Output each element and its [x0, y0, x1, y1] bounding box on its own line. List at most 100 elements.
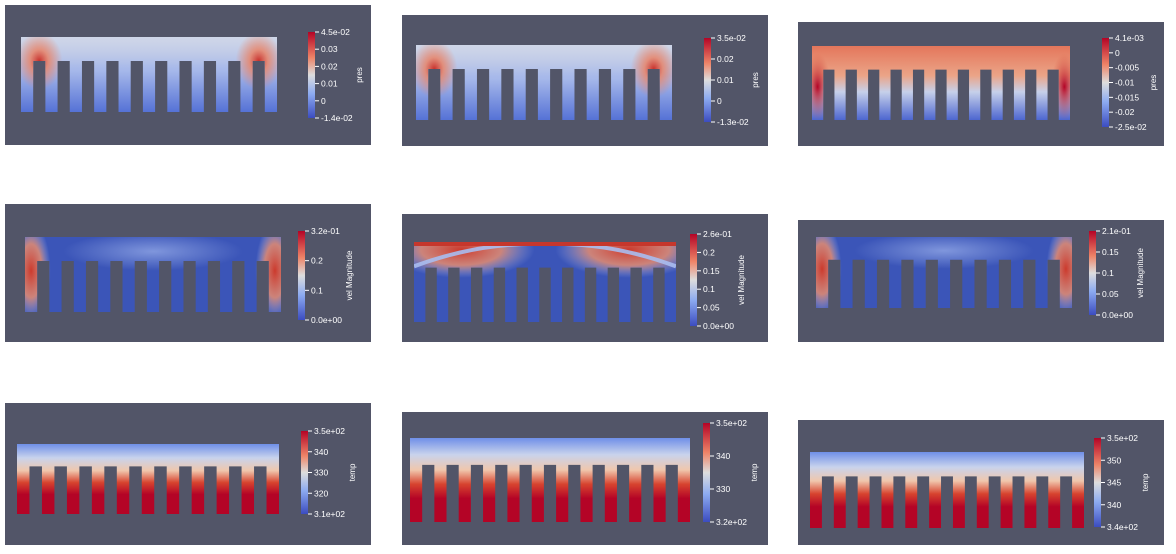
colorbar-title: temp	[750, 463, 759, 481]
colorbar-tick: 0.2	[305, 256, 323, 266]
colorbar-tick: -0.005	[1109, 63, 1139, 73]
svg-text:340: 340	[1107, 500, 1121, 510]
colorbar-tick: 0.0e+00	[1096, 310, 1133, 320]
svg-text:0.15: 0.15	[703, 266, 720, 276]
svg-text:0.0e+00: 0.0e+00	[703, 321, 734, 331]
svg-text:0.2: 0.2	[703, 247, 715, 257]
panel-r2c3: 2.1e-01 0.15 0.1 0.05 0.0e+00 vel Magnitude	[798, 220, 1164, 342]
plot-r2c3: 2.1e-01 0.15 0.1 0.05 0.0e+00 vel Magnitude	[816, 226, 1145, 320]
colorbar-tick: 0.01	[711, 75, 734, 85]
colorbar-title: vel Magnitude	[1136, 248, 1145, 298]
svg-text:3.2e+02: 3.2e+02	[716, 517, 747, 527]
panel-r1c1: 4.5e-02 0.03 0.02 0.01 0 -1.4e-02 pres	[5, 5, 371, 145]
colorbar	[1094, 438, 1101, 527]
plot-r2c1: 3.2e-01 0.2 0.1 0.0e+00 vel Magnitude	[25, 226, 354, 325]
colorbar-title: vel Magnitude	[345, 250, 354, 300]
svg-text:0.01: 0.01	[717, 75, 734, 85]
colorbar-tick: 0.0e+00	[305, 315, 342, 325]
colorbar-tick: 0.15	[697, 266, 720, 276]
svg-text:0.1: 0.1	[311, 285, 323, 295]
svg-text:320: 320	[314, 488, 328, 498]
svg-text:-2.5e-02: -2.5e-02	[1115, 122, 1147, 132]
colorbar-tick: 0	[1109, 48, 1120, 58]
svg-text:-0.015: -0.015	[1115, 92, 1139, 102]
plot-r3c3: 3.5e+02 350 345 340 3.4e+02 temp	[810, 433, 1150, 532]
colorbar-tick: -0.015	[1109, 92, 1139, 102]
colorbar-tick: 330	[308, 468, 328, 478]
colorbar-title: temp	[348, 463, 357, 481]
colorbar-tick: 3.2e-01	[305, 226, 340, 236]
svg-text:0.0e+00: 0.0e+00	[1102, 310, 1133, 320]
plot-r2c2: 2.6e-01 0.2 0.15 0.1 0.05 0.0e+00 vel Magnitud…	[414, 229, 746, 331]
colorbar-title: pres	[751, 72, 760, 88]
colorbar-tick: 330	[710, 484, 730, 494]
panel-r2c1: 3.2e-01 0.2 0.1 0.0e+00 vel Magnitude	[5, 204, 371, 342]
panel-r1c3: 4.1e-03 0 -0.005 -0.01 -0.015 -0.02 -2.5e-02 pr…	[798, 22, 1164, 146]
colorbar	[298, 231, 305, 320]
svg-text:0.0e+00: 0.0e+00	[311, 315, 342, 325]
svg-text:2.1e-01: 2.1e-01	[1102, 226, 1131, 236]
colorbar-tick: 0.01	[315, 79, 338, 89]
colorbar-tick: -1.4e-02	[315, 113, 353, 123]
svg-text:0.03: 0.03	[321, 44, 338, 54]
colorbar-tick: 340	[308, 447, 328, 457]
svg-text:345: 345	[1107, 478, 1121, 488]
svg-text:3.5e+02: 3.5e+02	[1107, 433, 1138, 443]
panel-r1c2: 3.5e-02 0.02 0.01 0 -1.3e-02 pres	[402, 15, 768, 146]
svg-text:-0.01: -0.01	[1115, 78, 1135, 88]
svg-text:0.01: 0.01	[321, 79, 338, 89]
svg-text:340: 340	[314, 447, 328, 457]
svg-text:0.2: 0.2	[311, 256, 323, 266]
colorbar-tick: 3.1e+02	[308, 509, 345, 519]
panel-r2c2: 2.6e-01 0.2 0.15 0.1 0.05 0.0e+00 vel Magnitud…	[402, 214, 768, 342]
colorbar-tick: 3.5e+02	[710, 418, 747, 428]
svg-text:0.05: 0.05	[703, 303, 720, 313]
plot-r3c2: 3.5e+02 340 330 3.2e+02 temp	[410, 418, 759, 527]
colorbar	[1089, 231, 1096, 315]
colorbar-tick: 2.1e-01	[1096, 226, 1131, 236]
colorbar	[301, 431, 308, 514]
colorbar-tick: 4.1e-03	[1109, 33, 1144, 43]
colorbar-tick: 3.2e+02	[710, 517, 747, 527]
colorbar-title: vel Magnitude	[737, 255, 746, 305]
colorbar-tick: 345	[1101, 478, 1121, 488]
colorbar-tick: 340	[710, 451, 730, 461]
svg-text:0: 0	[717, 96, 722, 106]
colorbar	[308, 32, 315, 118]
colorbar-tick: 0.2	[697, 247, 715, 257]
svg-text:3.4e+02: 3.4e+02	[1107, 522, 1138, 532]
colorbar-tick: -1.3e-02	[711, 117, 749, 127]
svg-text:-1.3e-02: -1.3e-02	[717, 117, 749, 127]
plot-r1c2: 3.5e-02 0.02 0.01 0 -1.3e-02 pres	[416, 33, 760, 127]
colorbar-tick: 0.05	[697, 303, 720, 313]
colorbar-tick: -0.01	[1109, 78, 1135, 88]
colorbar-tick: 3.5e+02	[1101, 433, 1138, 443]
svg-text:0.1: 0.1	[703, 284, 715, 294]
colorbar	[690, 234, 697, 326]
svg-text:3.5e+02: 3.5e+02	[716, 418, 747, 428]
svg-text:0.02: 0.02	[717, 54, 734, 64]
colorbar-tick: 0	[711, 96, 722, 106]
svg-text:4.5e-02: 4.5e-02	[321, 27, 350, 37]
colorbar-title: pres	[355, 67, 364, 83]
colorbar-tick: 3.5e-02	[711, 33, 746, 43]
colorbar-tick: 0.02	[315, 61, 338, 71]
colorbar-tick: 0.15	[1096, 247, 1119, 257]
svg-text:0.1: 0.1	[1102, 268, 1114, 278]
svg-text:0.02: 0.02	[321, 61, 338, 71]
colorbar-tick: 2.6e-01	[697, 229, 732, 239]
svg-text:0: 0	[321, 96, 326, 106]
colorbar-title: temp	[1141, 473, 1150, 491]
colorbar-tick: 0.0e+00	[697, 321, 734, 331]
plot-r1c1: 4.5e-02 0.03 0.02 0.01 0 -1.4e-02 pres	[21, 27, 364, 123]
svg-text:3.5e+02: 3.5e+02	[314, 426, 345, 436]
colorbar-title: pres	[1149, 75, 1158, 91]
colorbar-tick: 0.03	[315, 44, 338, 54]
svg-text:340: 340	[716, 451, 730, 461]
svg-text:-1.4e-02: -1.4e-02	[321, 113, 353, 123]
colorbar	[704, 38, 711, 122]
colorbar-tick: 4.5e-02	[315, 27, 350, 37]
svg-text:4.1e-03: 4.1e-03	[1115, 33, 1144, 43]
colorbar-tick: 0.1	[305, 285, 323, 295]
svg-text:0.05: 0.05	[1102, 289, 1119, 299]
